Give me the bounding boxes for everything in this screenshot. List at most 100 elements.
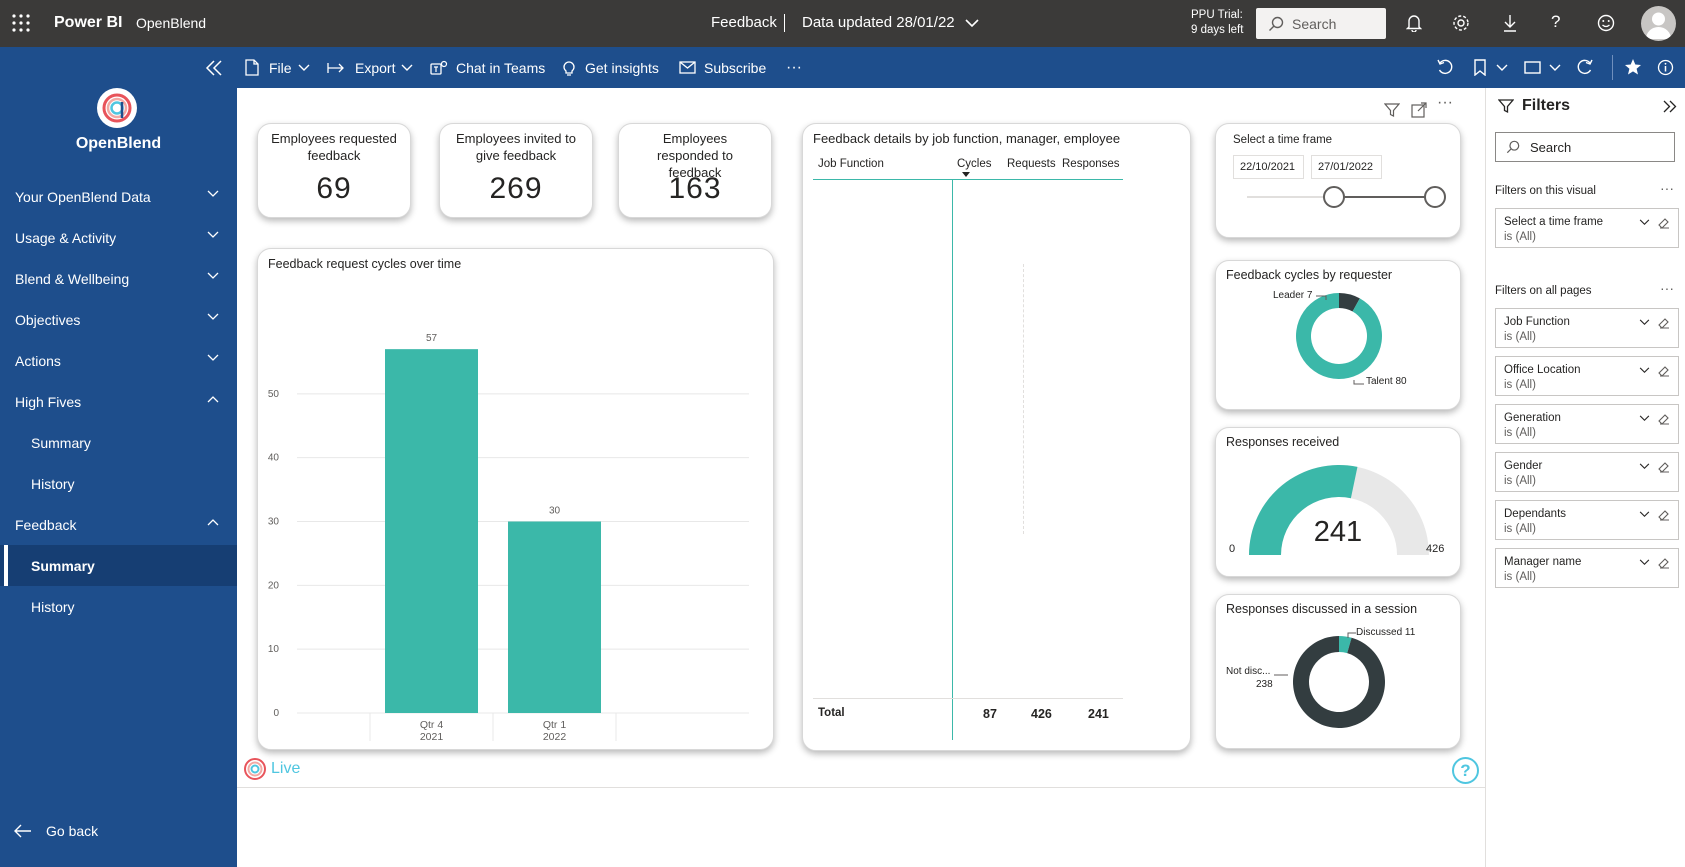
chevron-down-icon[interactable] bbox=[1639, 319, 1650, 326]
user-avatar[interactable] bbox=[1641, 6, 1676, 41]
global-search-box[interactable]: Search bbox=[1256, 8, 1386, 39]
column-header-job-function[interactable]: Job Function bbox=[818, 158, 884, 170]
eraser-icon[interactable] bbox=[1658, 461, 1670, 473]
slider-handle-start[interactable] bbox=[1323, 186, 1345, 208]
chat-in-teams-button[interactable]: Chat in Teams bbox=[430, 47, 545, 88]
chevron-down-icon[interactable] bbox=[1639, 559, 1650, 566]
chevron-down-icon[interactable] bbox=[1639, 415, 1650, 422]
live-indicator[interactable]: Live bbox=[243, 757, 300, 781]
brand-label[interactable]: Power BI bbox=[54, 14, 123, 31]
data-updated-dropdown[interactable]: Data updated 28/01/22 bbox=[802, 14, 979, 31]
eraser-icon[interactable] bbox=[1658, 509, 1670, 521]
filter-card-manager-name[interactable]: Manager name is (All) bbox=[1495, 548, 1679, 588]
filters-search-box[interactable]: Search bbox=[1495, 132, 1675, 162]
kpi-card-invited: Employees invited to give feedback 269 bbox=[439, 123, 593, 218]
chevron-down-icon[interactable] bbox=[1639, 219, 1650, 226]
nav-high-fives-history[interactable]: History bbox=[0, 463, 237, 504]
visual-more-options[interactable]: ··· bbox=[1437, 94, 1453, 111]
subscribe-button[interactable]: Subscribe bbox=[679, 47, 766, 88]
filter-icon[interactable] bbox=[1384, 102, 1400, 118]
visual-filters-more[interactable]: ··· bbox=[1660, 180, 1674, 196]
scroll-track[interactable] bbox=[1023, 264, 1024, 534]
filter-card-generation[interactable]: Generation is (All) bbox=[1495, 404, 1679, 444]
workspace-label[interactable]: OpenBlend bbox=[136, 15, 207, 31]
eraser-icon[interactable] bbox=[1658, 317, 1670, 329]
filters-search-placeholder: Search bbox=[1530, 139, 1572, 155]
favorite-star-icon[interactable] bbox=[1624, 58, 1642, 76]
chevron-down-icon[interactable] bbox=[1639, 367, 1650, 374]
filter-state: is (All) bbox=[1504, 331, 1536, 343]
more-options-button[interactable]: ··· bbox=[786, 58, 802, 76]
nav-objectives[interactable]: Objectives bbox=[0, 299, 237, 340]
refresh-icon[interactable] bbox=[1576, 59, 1593, 76]
discussed-leader-line bbox=[1347, 632, 1356, 638]
filter-card-job-function[interactable]: Job Function is (All) bbox=[1495, 308, 1679, 348]
bookmark-icon[interactable] bbox=[1474, 59, 1486, 76]
start-date-input[interactable]: 22/10/2021 bbox=[1233, 155, 1304, 179]
nav-high-fives-summary[interactable]: Summary bbox=[0, 422, 237, 463]
nav-label: High Fives bbox=[15, 393, 82, 410]
column-header-requests[interactable]: Requests bbox=[1007, 158, 1056, 170]
download-icon[interactable] bbox=[1502, 14, 1518, 32]
help-circle-icon[interactable]: ? bbox=[1452, 757, 1479, 784]
collapse-nav-icon[interactable] bbox=[205, 60, 223, 76]
nav-feedback-summary-active[interactable]: Summary bbox=[0, 545, 237, 586]
info-icon[interactable] bbox=[1657, 59, 1674, 76]
openblend-logo-icon bbox=[102, 93, 132, 123]
chevron-down-icon[interactable] bbox=[1639, 511, 1650, 518]
collapse-pane-icon[interactable] bbox=[1663, 100, 1677, 113]
openblend-logo-icon bbox=[244, 758, 266, 780]
eraser-icon[interactable] bbox=[1658, 413, 1670, 425]
nav-actions[interactable]: Actions bbox=[0, 340, 237, 381]
kpi-card-requested: Employees requested feedback 69 bbox=[257, 123, 411, 218]
settings-gear-icon[interactable] bbox=[1452, 14, 1470, 32]
chevron-down-icon[interactable] bbox=[1496, 64, 1508, 72]
lightbulb-icon bbox=[563, 60, 575, 76]
x-tick-label: 2021 bbox=[420, 731, 444, 743]
filter-card-dependants[interactable]: Dependants is (All) bbox=[1495, 500, 1679, 540]
eraser-icon[interactable] bbox=[1658, 557, 1670, 569]
nav-your-openblend-data[interactable]: Your OpenBlend Data bbox=[0, 176, 237, 217]
file-menu[interactable]: File bbox=[245, 47, 310, 88]
report-navigation: OpenBlend Your OpenBlend Data Usage & Ac… bbox=[0, 88, 237, 867]
column-header-cycles[interactable]: Cycles bbox=[957, 158, 992, 170]
go-back-button[interactable]: Go back bbox=[14, 823, 98, 839]
y-tick-label: 0 bbox=[273, 708, 279, 719]
end-date-input[interactable]: 27/01/2022 bbox=[1311, 155, 1382, 179]
chevron-down-icon bbox=[207, 272, 219, 279]
column-header-responses[interactable]: Responses bbox=[1062, 158, 1120, 170]
donut-slice-discussed bbox=[1339, 636, 1352, 654]
reset-icon[interactable] bbox=[1437, 59, 1454, 76]
nav-feedback-history[interactable]: History bbox=[0, 586, 237, 627]
notification-bell-icon[interactable] bbox=[1406, 14, 1422, 32]
active-indicator bbox=[4, 545, 8, 586]
feedback-smiley-icon[interactable] bbox=[1597, 14, 1615, 32]
nav-blend-wellbeing[interactable]: Blend & Wellbeing bbox=[0, 258, 237, 299]
app-launcher-icon[interactable] bbox=[12, 14, 30, 32]
nav-feedback[interactable]: Feedback bbox=[0, 504, 237, 545]
nav-usage-activity[interactable]: Usage & Activity bbox=[0, 217, 237, 258]
get-insights-button[interactable]: Get insights bbox=[563, 47, 659, 88]
focus-mode-icon[interactable] bbox=[1411, 102, 1427, 118]
chevron-down-icon[interactable] bbox=[1639, 463, 1650, 470]
eraser-icon[interactable] bbox=[1658, 217, 1670, 229]
filter-name: Job Function bbox=[1504, 316, 1570, 328]
kpi-label: Employees invited to give feedback bbox=[456, 131, 576, 163]
page-filters-more[interactable]: ··· bbox=[1660, 280, 1674, 296]
donut-slice-leader bbox=[1339, 293, 1360, 312]
filter-card-time-frame[interactable]: Select a time frame is (All) bbox=[1495, 208, 1679, 248]
chevron-down-icon[interactable] bbox=[1549, 64, 1561, 72]
slider-handle-end[interactable] bbox=[1424, 186, 1446, 208]
filter-state: is (All) bbox=[1504, 475, 1536, 487]
help-icon[interactable]: ? bbox=[1551, 12, 1561, 31]
filter-name: Manager name bbox=[1504, 556, 1582, 568]
filter-card-office-location[interactable]: Office Location is (All) bbox=[1495, 356, 1679, 396]
title-separator bbox=[784, 14, 785, 32]
nav-high-fives[interactable]: High Fives bbox=[0, 381, 237, 422]
eraser-icon[interactable] bbox=[1658, 365, 1670, 377]
view-icon[interactable] bbox=[1524, 61, 1541, 74]
export-menu[interactable]: Export bbox=[327, 47, 413, 88]
y-tick-label: 10 bbox=[268, 644, 280, 655]
filter-card-gender[interactable]: Gender is (All) bbox=[1495, 452, 1679, 492]
global-search-placeholder: Search bbox=[1292, 15, 1337, 32]
